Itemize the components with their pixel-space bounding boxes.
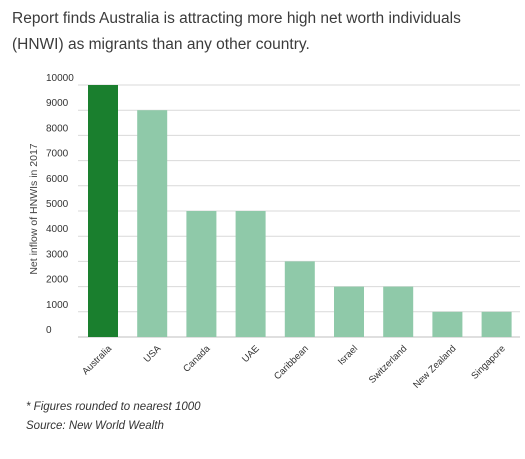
bar-caribbean	[284, 261, 315, 337]
chart-title: Report finds Australia is attracting mor…	[12, 10, 461, 53]
source-note: Source: New World Wealth	[26, 420, 164, 432]
bar-usa	[137, 110, 168, 337]
bar-australia	[88, 85, 118, 337]
y-tick-label: 3000	[46, 249, 69, 260]
y-tick-label: 4000	[46, 224, 69, 235]
bar-new-zealand	[432, 311, 463, 337]
y-axis-ticks: 0 1000 2000 3000 4000 5000 6000 7000 8000 9000 100…	[46, 73, 74, 336]
x-tick-label: Switzerland	[367, 343, 410, 386]
bar-canada	[186, 211, 217, 337]
bar-switzerland	[383, 286, 414, 337]
bar-uae	[235, 211, 266, 337]
y-tick-label: 9000	[46, 98, 69, 109]
bars	[88, 85, 512, 337]
y-axis-title: Net inflow of HNWIs in 2017	[28, 143, 40, 274]
x-tick-label: USA	[142, 343, 164, 365]
x-tick-label: Australia	[80, 343, 114, 377]
y-tick-label: 8000	[46, 123, 69, 134]
x-axis-labels: Australia USA Canada UAE Caribbean Israel Swit…	[80, 343, 508, 391]
y-tick-label: 5000	[46, 199, 69, 210]
x-tick-label: Israel	[336, 343, 360, 367]
y-tick-label: 10000	[46, 73, 74, 84]
footnote: * Figures rounded to nearest 1000	[26, 401, 201, 413]
y-tick-label: 1000	[46, 300, 69, 311]
x-tick-label: Canada	[181, 343, 213, 375]
x-tick-label: Caribbean	[272, 343, 311, 382]
bar-israel	[334, 286, 364, 337]
x-tick-label: Singapore	[469, 343, 507, 381]
x-tick-label: New Zealand	[411, 343, 458, 390]
bar-singapore	[481, 311, 512, 337]
y-tick-label: 2000	[46, 275, 69, 286]
y-tick-label: 7000	[46, 149, 69, 160]
y-tick-label: 0	[46, 325, 52, 336]
y-tick-label: 6000	[46, 174, 69, 185]
x-tick-label: UAE	[240, 343, 262, 365]
bar-chart: 0 1000 2000 3000 4000 5000 6000 7000 8000 9000 100…	[28, 73, 520, 391]
